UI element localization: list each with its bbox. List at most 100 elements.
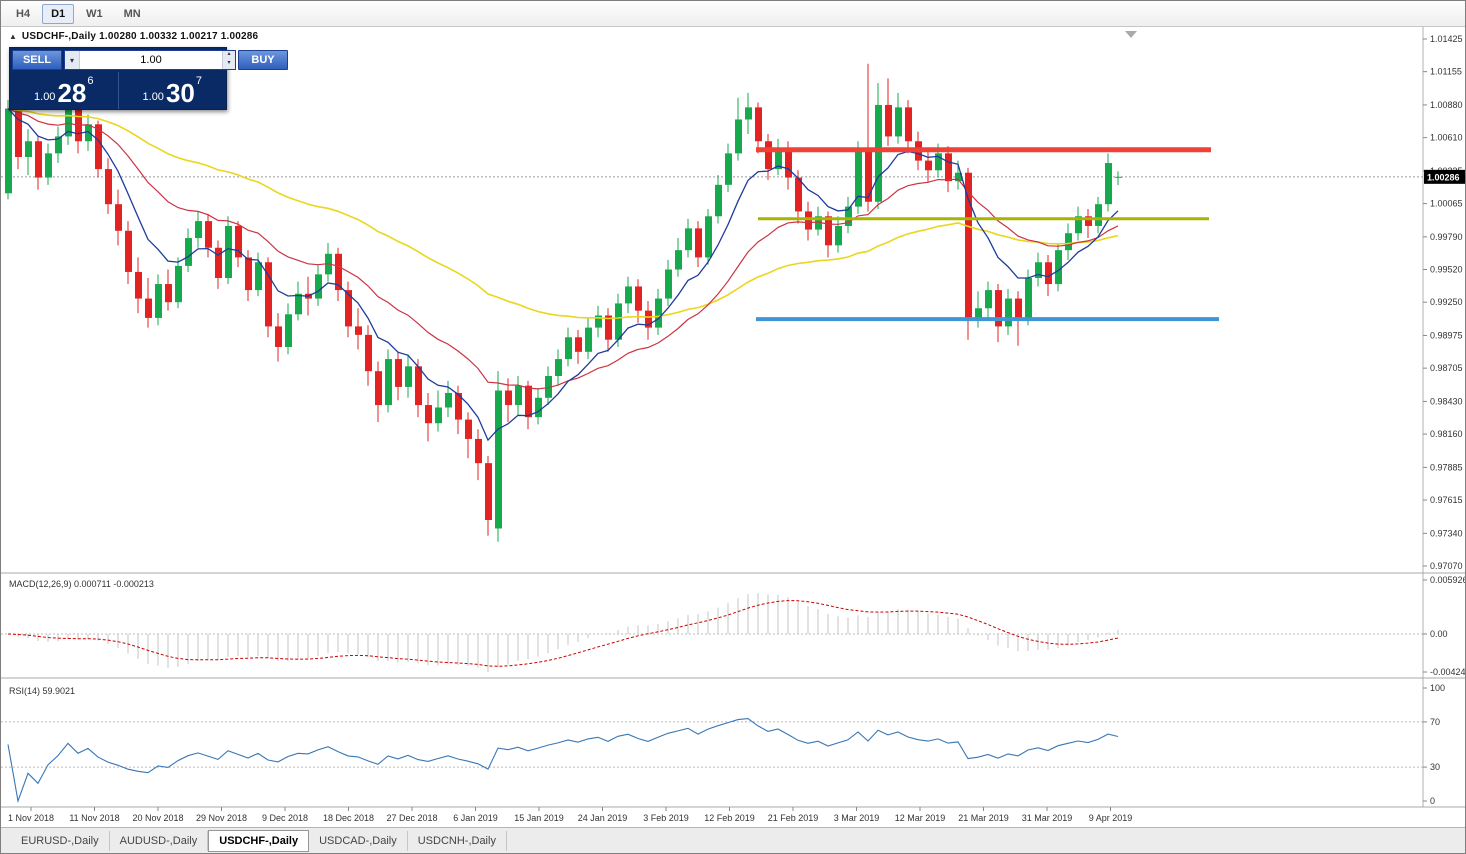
ask-price-big: 30 [165,78,195,108]
candle-body [625,286,632,304]
candle-body [385,359,392,406]
candle-body [95,124,102,170]
date-axis-label: 11 Nov 2018 [69,813,119,823]
candle-body [605,315,612,340]
candle-body [75,104,82,142]
macd-label: MACD(12,26,9) 0.000711 -0.000213 [9,579,154,589]
candle-body [805,211,812,230]
candle-body [725,153,732,185]
candle-body [555,359,562,377]
price-axis-label: 1.00880 [1430,100,1463,110]
candle-body [715,184,722,217]
candle-body [505,390,512,406]
sell-button[interactable]: SELL [12,50,62,70]
candle-body [975,308,982,318]
bid-price-small: 1.00 [34,91,56,103]
date-axis-label: 9 Dec 2018 [262,813,308,823]
date-axis-label: 24 Jan 2019 [578,813,628,823]
candle-body [205,221,212,248]
ask-price-pipette: 7 [195,75,202,87]
timeframe-toolbar: H4 D1 W1 MN [1,1,1465,27]
date-axis-label: 6 Jan 2019 [453,813,498,823]
timeframe-button-h4[interactable]: H4 [7,4,39,24]
current-price-tag [1424,169,1465,184]
candle-body [455,392,462,420]
price-axis-label: 0.98430 [1430,396,1463,406]
lot-size-input[interactable] [80,51,222,69]
price-axis-label: 0.98160 [1430,429,1463,439]
chart-tab-audusd[interactable]: AUDUSD-,Daily [110,830,209,851]
candle-body [525,385,532,418]
candle-body [295,293,302,315]
candle-body [885,104,892,137]
candle-body [1005,298,1012,327]
price-axis-label: 0.99250 [1430,297,1463,307]
price-axis-label: 1.01155 [1430,67,1462,77]
chart-tab-usdcnh[interactable]: USDCNH-,Daily [408,830,507,851]
candle-body [695,228,702,258]
price-axis-label: 1.00610 [1430,133,1463,143]
candle-body [685,228,692,251]
candle-body [175,265,182,303]
price-axis-label: 0.97340 [1430,528,1463,538]
candle-body [635,286,642,311]
candle-body [105,169,112,205]
price-axis-label: 0.97615 [1430,495,1463,505]
price-axis-label: 0.97070 [1430,561,1463,571]
candle-body [425,405,432,424]
price-axis-label: 0.99520 [1430,265,1463,275]
candle-body [835,225,842,246]
lot-spin-up-icon[interactable]: ▴ [223,51,235,60]
candle-body [475,438,482,464]
collapse-trade-panel-icon[interactable]: ▲ [9,32,17,41]
candle-body [395,359,402,387]
buy-button[interactable]: BUY [238,50,288,70]
candle-body [285,314,292,347]
candle-body [335,253,342,291]
lot-dropdown-arrow-icon[interactable]: ▾ [65,51,80,69]
candle-body [65,104,72,137]
lot-spinner: ▴ ▾ [222,51,235,69]
candle-body [1085,216,1092,226]
date-axis-label: 15 Jan 2019 [514,813,564,823]
candle-body [785,148,792,178]
candle-body [445,392,452,408]
timeframe-button-w1[interactable]: W1 [77,4,112,24]
candle-body [495,390,502,529]
price-axis-label: 0.98975 [1430,330,1463,340]
chart-shift-marker-icon[interactable] [1125,31,1137,38]
bid-price-pipette: 6 [87,75,94,87]
candle-body [15,108,22,157]
timeframe-button-mn[interactable]: MN [115,4,150,24]
candle-body [645,310,652,328]
candle-body [735,119,742,154]
timeframe-button-d1[interactable]: D1 [42,3,75,24]
rsi-label: RSI(14) 59.9021 [9,686,75,696]
candle-body [115,204,122,231]
candle-body [905,107,912,142]
date-axis-label: 9 Apr 2019 [1089,813,1133,823]
candle-body [675,250,682,270]
candle-body [815,216,822,230]
candle-body [485,463,492,521]
ask-price-display[interactable]: 1.00 30 7 [119,72,227,109]
candle-body [465,419,472,439]
chart-background [1,27,1465,829]
candle-body [365,334,372,372]
date-axis-label: 3 Mar 2019 [834,813,880,823]
candle-body [5,108,12,194]
candle-body [195,221,202,239]
candle-body [595,315,602,328]
chart-tab-eurusd[interactable]: EURUSD-,Daily [11,830,110,851]
chart-tab-usdchf[interactable]: USDCHF-,Daily [208,829,310,852]
date-axis-label: 31 Mar 2019 [1022,813,1073,823]
bid-price-display[interactable]: 1.00 28 6 [10,72,118,109]
candle-body [1015,298,1022,318]
lot-spin-down-icon[interactable]: ▾ [223,60,235,69]
candle-body [245,257,252,291]
date-axis-label: 18 Dec 2018 [323,813,374,823]
chart-canvas[interactable]: 1.014251.011551.008801.006101.003351.000… [1,27,1466,829]
chart-tab-usdcad[interactable]: USDCAD-,Daily [309,830,408,851]
rsi-axis-label: 70 [1430,717,1440,727]
